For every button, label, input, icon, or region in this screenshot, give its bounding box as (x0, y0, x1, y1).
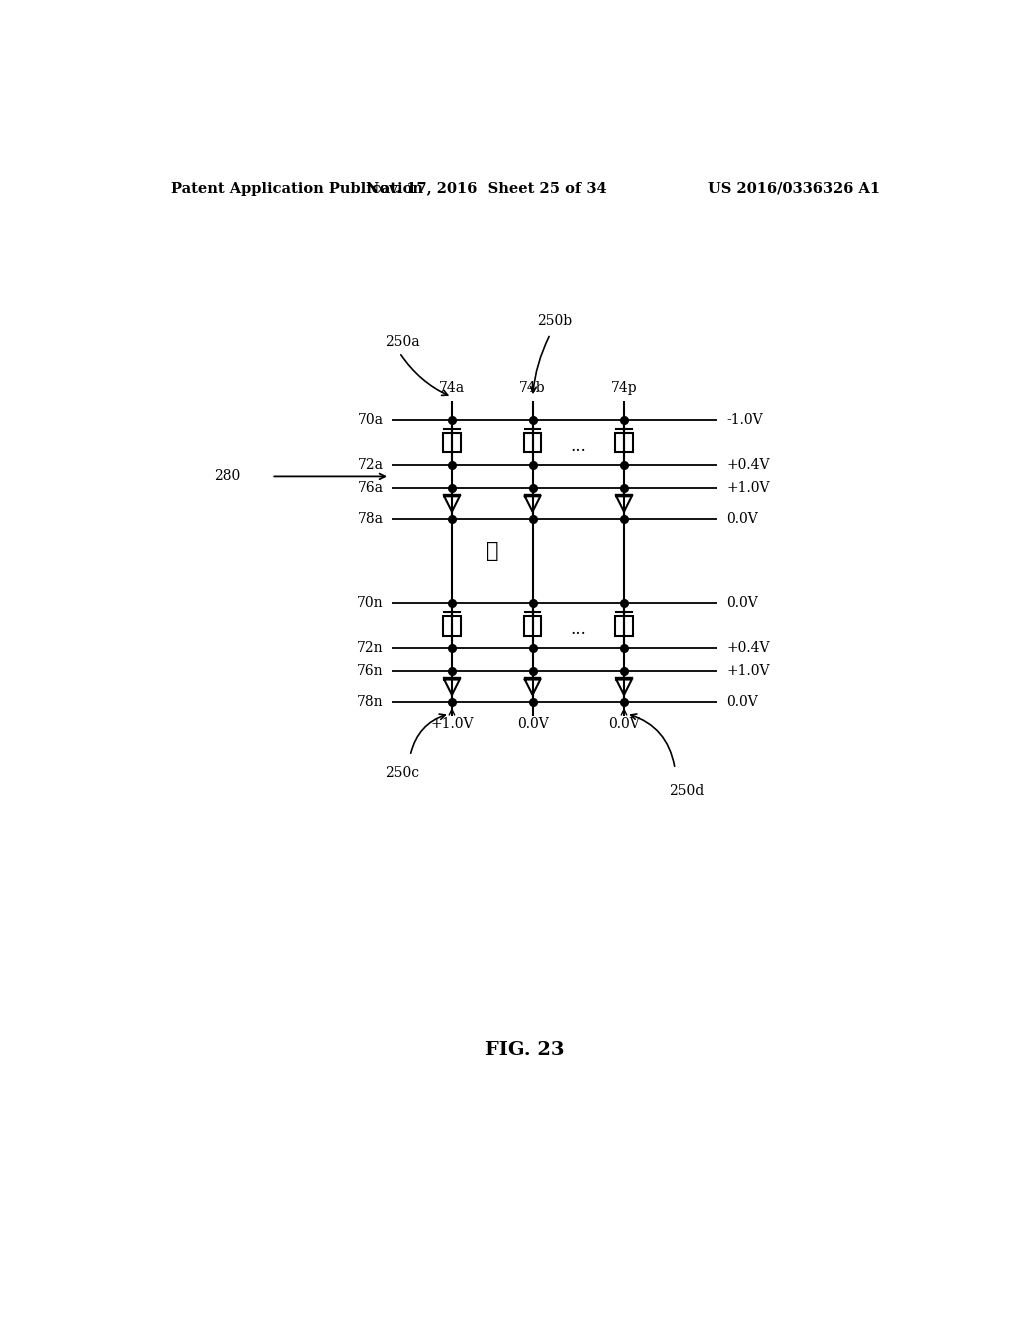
Text: 78a: 78a (357, 512, 384, 525)
Text: 72a: 72a (357, 458, 384, 471)
Text: 70a: 70a (357, 413, 384, 428)
Text: 0.0V: 0.0V (726, 597, 758, 610)
Text: -1.0V: -1.0V (726, 413, 763, 428)
Text: 250a: 250a (385, 334, 420, 348)
Text: 70n: 70n (357, 597, 384, 610)
Text: 78n: 78n (357, 696, 384, 709)
Text: 76n: 76n (357, 664, 384, 678)
Text: +1.0V: +1.0V (430, 718, 474, 731)
Text: +0.4V: +0.4V (726, 458, 770, 471)
Text: 0.0V: 0.0V (726, 696, 758, 709)
Text: Patent Application Publication: Patent Application Publication (171, 182, 423, 195)
Text: +0.4V: +0.4V (726, 642, 770, 655)
Text: 280: 280 (214, 470, 241, 483)
Text: 0.0V: 0.0V (726, 512, 758, 525)
Text: 74b: 74b (519, 380, 546, 395)
Text: 72n: 72n (357, 642, 384, 655)
Text: 250b: 250b (537, 314, 571, 327)
Text: 74a: 74a (439, 380, 465, 395)
Text: 76a: 76a (357, 480, 384, 495)
Text: 0.0V: 0.0V (517, 718, 549, 731)
Text: Nov. 17, 2016  Sheet 25 of 34: Nov. 17, 2016 Sheet 25 of 34 (366, 182, 606, 195)
Text: ...: ... (570, 438, 586, 455)
Text: 250d: 250d (669, 784, 705, 797)
Text: ⋮: ⋮ (486, 541, 499, 561)
Text: 74p: 74p (610, 380, 637, 395)
Text: 0.0V: 0.0V (608, 718, 640, 731)
Text: 250c: 250c (385, 766, 420, 780)
Text: US 2016/0336326 A1: US 2016/0336326 A1 (708, 182, 880, 195)
Text: +1.0V: +1.0V (726, 480, 770, 495)
Text: ...: ... (570, 622, 586, 638)
Text: +1.0V: +1.0V (726, 664, 770, 678)
Text: FIG. 23: FIG. 23 (485, 1041, 564, 1059)
